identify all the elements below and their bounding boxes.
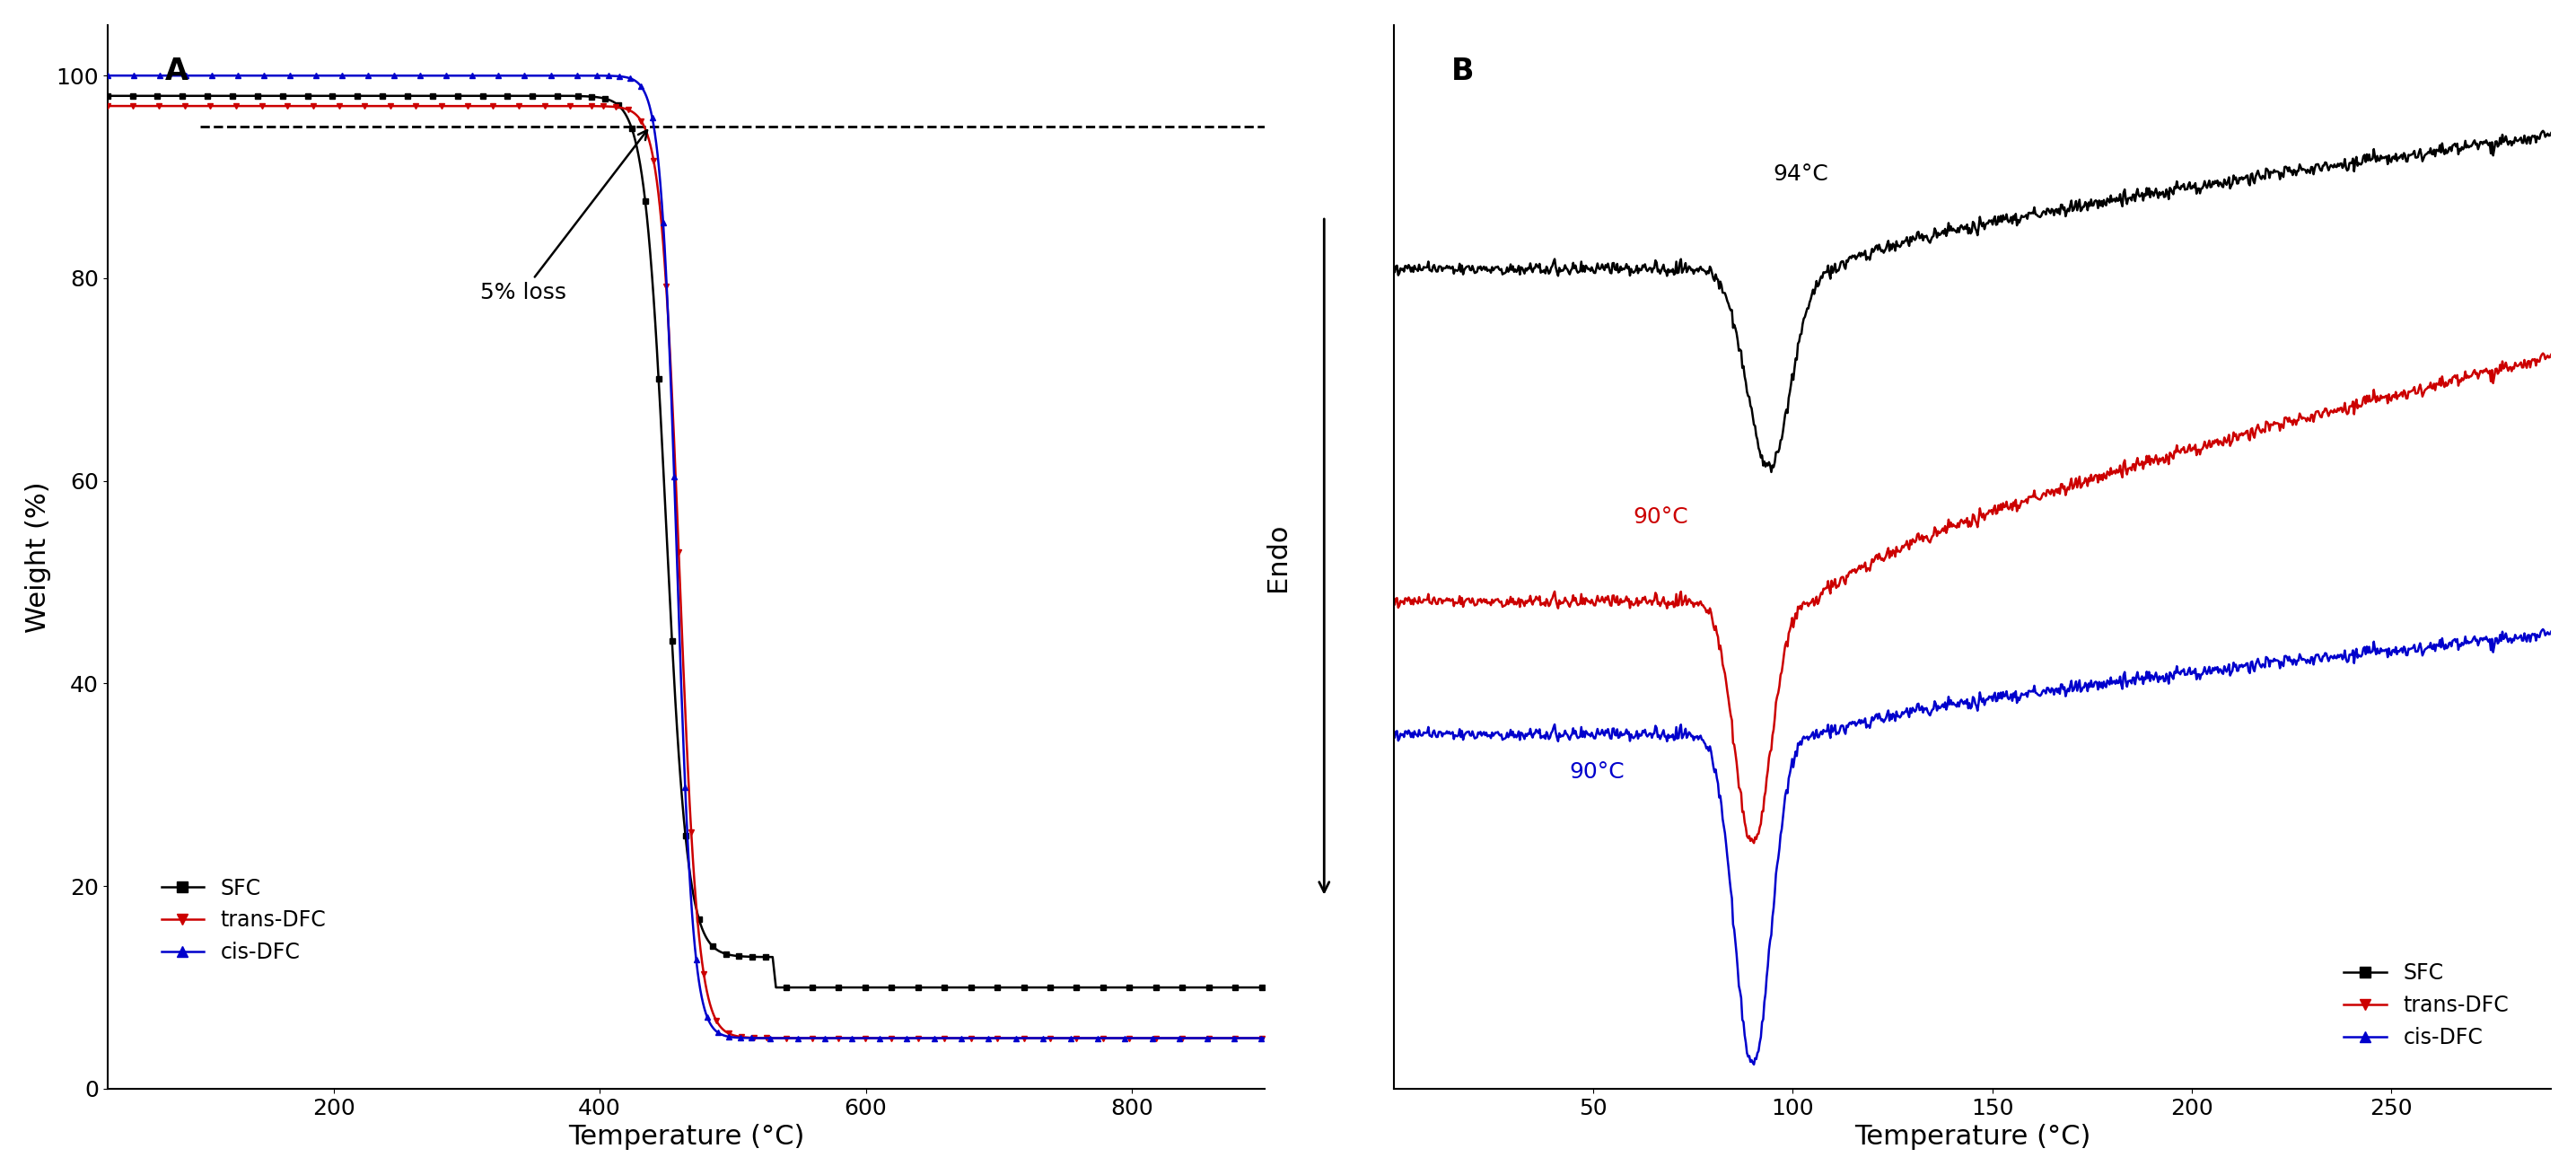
SFC (2535, 126, 2566, 140)
cis-DFC (2174, 660, 2205, 674)
SFC (1249, 980, 1280, 994)
SFC (93, 89, 124, 103)
Line: SFC: SFC (1394, 130, 2550, 472)
trans-DFC (2527, 347, 2558, 361)
SFC (1378, 261, 1409, 275)
Y-axis label: Weight (%): Weight (%) (26, 482, 52, 632)
SFC (2303, 157, 2334, 172)
trans-DFC (1888, 538, 1919, 552)
cis-DFC (1888, 705, 1919, 719)
SFC (273, 89, 304, 103)
Text: A: A (165, 56, 188, 87)
trans-DFC (1847, 560, 1878, 575)
cis-DFC (1497, 729, 1528, 743)
trans-DFC (760, 1032, 791, 1046)
SFC (760, 980, 791, 994)
SFC (1888, 234, 1919, 248)
trans-DFC (1249, 1032, 1280, 1046)
cis-DFC (2535, 625, 2566, 639)
cis-DFC (744, 1032, 775, 1046)
Line: SFC: SFC (103, 93, 1267, 991)
SFC (319, 89, 350, 103)
cis-DFC (1847, 716, 1878, 730)
trans-DFC (327, 99, 358, 113)
SFC (2527, 123, 2558, 137)
X-axis label: Temperature (°C): Temperature (°C) (1855, 1124, 2092, 1150)
trans-DFC (2282, 414, 2313, 428)
SFC (536, 89, 567, 103)
cis-DFC (554, 68, 585, 82)
Line: cis-DFC: cis-DFC (1394, 630, 2550, 1065)
Text: 90°C: 90°C (1633, 506, 1687, 528)
cis-DFC (2303, 647, 2334, 662)
Line: trans-DFC: trans-DFC (1394, 354, 2550, 842)
Text: 90°C: 90°C (1569, 761, 1625, 783)
Text: Endo: Endo (1265, 523, 1291, 591)
cis-DFC (623, 76, 654, 90)
cis-DFC (585, 68, 616, 82)
cis-DFC (600, 69, 631, 83)
Text: 94°C: 94°C (1772, 163, 1829, 184)
trans-DFC (1497, 596, 1528, 610)
Line: cis-DFC: cis-DFC (103, 73, 1267, 1041)
SFC (613, 113, 644, 127)
Legend: SFC, trans-DFC, cis-DFC: SFC, trans-DFC, cis-DFC (2336, 954, 2517, 1056)
Legend: SFC, trans-DFC, cis-DFC: SFC, trans-DFC, cis-DFC (152, 870, 335, 972)
Text: B: B (1450, 56, 1473, 87)
cis-DFC (281, 68, 312, 82)
cis-DFC (1739, 1058, 1770, 1072)
trans-DFC (623, 109, 654, 123)
X-axis label: Temperature (°C): Temperature (°C) (567, 1124, 804, 1150)
trans-DFC (2535, 348, 2566, 362)
trans-DFC (2303, 404, 2334, 418)
Text: 5% loss: 5% loss (479, 130, 647, 303)
trans-DFC (1739, 835, 1770, 850)
SFC (1757, 465, 1788, 479)
Line: trans-DFC: trans-DFC (103, 103, 1267, 1041)
cis-DFC (2282, 653, 2313, 667)
SFC (1497, 263, 1528, 277)
SFC (2282, 163, 2313, 177)
trans-DFC (1378, 593, 1409, 607)
SFC (2174, 175, 2205, 189)
cis-DFC (330, 68, 361, 82)
cis-DFC (93, 68, 124, 82)
cis-DFC (1378, 726, 1409, 740)
cis-DFC (2527, 623, 2558, 637)
trans-DFC (278, 99, 309, 113)
trans-DFC (598, 100, 629, 114)
trans-DFC (549, 99, 580, 113)
SFC (1847, 248, 1878, 262)
SFC (587, 90, 618, 105)
SFC (567, 89, 598, 103)
cis-DFC (1249, 1032, 1280, 1046)
trans-DFC (580, 99, 611, 113)
trans-DFC (93, 99, 124, 113)
trans-DFC (2174, 437, 2205, 451)
